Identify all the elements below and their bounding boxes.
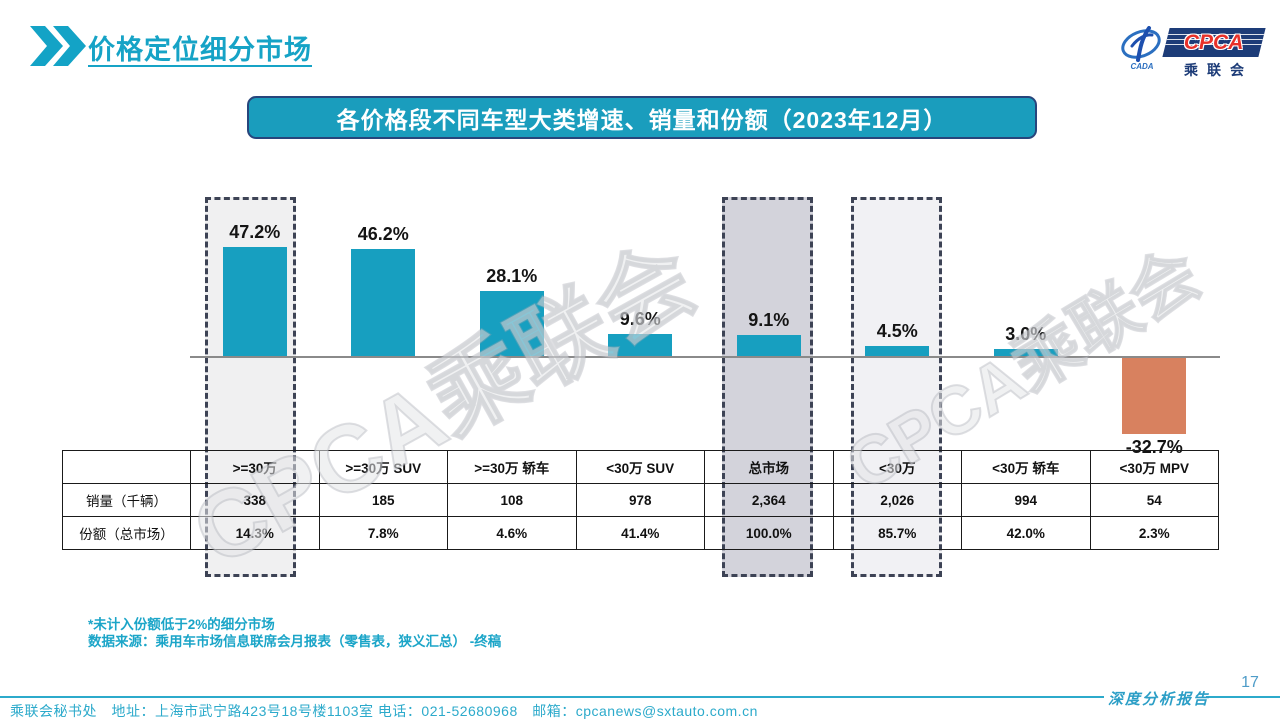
column-header: <30万 轿车 bbox=[961, 450, 1091, 484]
footnote-data-source: 数据来源：乘用车市场信息联席会月报表（零售表，狭义汇总） -终稿 bbox=[88, 634, 502, 649]
column-header: <30万 MPV bbox=[1089, 450, 1219, 484]
bar-value-label: 47.2% bbox=[229, 221, 281, 242]
bar->=30万 SUV bbox=[351, 249, 416, 356]
bar-value-label: 9.1% bbox=[748, 309, 790, 330]
table-cell: 100.0% bbox=[704, 516, 834, 550]
table-cell: 2.3% bbox=[1089, 516, 1219, 550]
bar-value-label: 4.5% bbox=[876, 320, 918, 341]
bar-value-label: 3.0% bbox=[1005, 324, 1047, 345]
row-header: 份额（总市场） bbox=[62, 516, 191, 550]
row-header: 销量（千辆） bbox=[62, 483, 191, 517]
table-cell: 108 bbox=[447, 483, 577, 517]
data-table: >=30万 >=30万 SUV >=30万 轿车 <30万 SUV 总市场 <30万 <30… bbox=[62, 450, 1219, 550]
table-cell: 2,364 bbox=[704, 483, 834, 517]
cpca-logo: CADA CPCA 乘联会 bbox=[1118, 22, 1266, 80]
column-header: >=30万 SUV bbox=[318, 450, 448, 484]
footer-divider-left bbox=[0, 696, 1104, 698]
table-cell: 41.4% bbox=[575, 516, 705, 550]
bar-value-label: 9.6% bbox=[619, 308, 661, 329]
table-cell: 85.7% bbox=[832, 516, 962, 550]
table-corner-cell bbox=[62, 450, 191, 484]
table-row: 销量（千辆） 338 185 108 978 2,364 2,026 994 54 bbox=[62, 483, 1219, 517]
bar->=30万 bbox=[222, 246, 287, 356]
footnotes: *未计入份额低于2%的细分市场 数据来源：乘用车市场信息联席会月报表（零售表，狭… bbox=[88, 616, 501, 650]
table-cell: 7.8% bbox=[318, 516, 448, 550]
table-cell: 978 bbox=[575, 483, 705, 517]
bar-value-label: 46.2% bbox=[357, 224, 409, 245]
table-cell: 994 bbox=[961, 483, 1091, 517]
cpca-chinese-label: 乘联会 bbox=[1184, 62, 1253, 78]
bar-value-label: 28.1% bbox=[486, 266, 538, 287]
bar-<30万 SUV bbox=[608, 333, 673, 356]
column-header: >=30万 轿车 bbox=[447, 450, 577, 484]
report-type-label: 深度分析报告 bbox=[1108, 690, 1211, 708]
column-header: <30万 SUV bbox=[575, 450, 705, 484]
table-cell: 54 bbox=[1089, 483, 1219, 517]
table-row: 份额（总市场） 14.3% 7.8% 4.6% 41.4% 100.0% 85.7% 42.0… bbox=[62, 516, 1219, 550]
bar-总市场 bbox=[736, 334, 801, 356]
table-cell: 338 bbox=[190, 483, 320, 517]
table-cell: 42.0% bbox=[961, 516, 1091, 550]
column-header: 总市场 bbox=[704, 450, 834, 484]
footer-divider-right bbox=[1206, 696, 1280, 698]
zero-axis-line bbox=[190, 356, 1220, 358]
bar-<30万 MPV bbox=[1122, 358, 1187, 434]
bar-<30万 轿车 bbox=[993, 349, 1058, 356]
double-chevron-icon bbox=[30, 26, 86, 66]
chart-title-banner: 各价格段不同车型大类增速、销量和份额（2023年12月） bbox=[247, 96, 1037, 139]
footnote-share-threshold: *未计入份额低于2%的细分市场 bbox=[88, 617, 275, 632]
table-cell: 4.6% bbox=[447, 516, 577, 550]
footer-contact-info: 乘联会秘书处 地址：上海市武宁路423号18号楼1103室 电话：021-526… bbox=[10, 703, 758, 719]
page-number: 17 bbox=[1241, 674, 1259, 691]
table-cell: 2,026 bbox=[832, 483, 962, 517]
column-header: >=30万 bbox=[190, 450, 320, 484]
cada-emblem-icon bbox=[1121, 26, 1161, 62]
cada-label: CADA bbox=[1130, 62, 1154, 71]
page-title: 价格定位细分市场 bbox=[88, 35, 312, 65]
table-cell: 14.3% bbox=[190, 516, 320, 550]
table-header-row: >=30万 >=30万 SUV >=30万 轿车 <30万 SUV 总市场 <30万 <30… bbox=[62, 450, 1219, 484]
table-cell: 185 bbox=[318, 483, 448, 517]
column-header: <30万 bbox=[832, 450, 962, 484]
bar-<30万 bbox=[865, 345, 930, 356]
bar->=30万 轿车 bbox=[479, 291, 544, 356]
